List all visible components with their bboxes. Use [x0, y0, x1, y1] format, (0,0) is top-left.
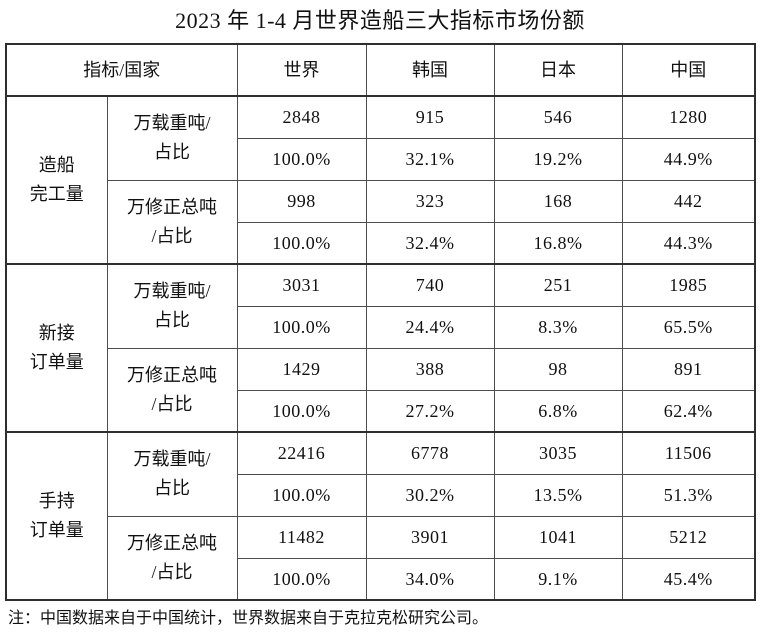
table-row: 100.0% 34.0% 9.1% 45.4% [6, 557, 756, 601]
group-label-line: 造船 [38, 155, 75, 175]
share-cell: 16.8% [493, 221, 623, 265]
metric-label-line: 万载重吨/ [133, 281, 211, 302]
share-cell: 100.0% [236, 557, 367, 601]
header-cell-indicator-country: 指标/国家 [5, 43, 238, 97]
metric-label-cgt: 万修正总吨 /占比 [106, 515, 238, 601]
share-cell: 65.5% [621, 305, 756, 349]
metric-label-dwt: 万载重吨/ 占比 [106, 431, 238, 517]
metric-label-dwt: 万载重吨/ 占比 [106, 263, 238, 349]
share-cell: 34.0% [365, 557, 495, 601]
share-cell: 24.4% [365, 305, 495, 349]
metric-label-cgt: 万修正总吨 /占比 [106, 179, 238, 265]
value-cell: 11482 [236, 515, 367, 559]
value-cell: 915 [365, 95, 495, 139]
header-row: 指标/国家 世界 韩国 日本 中国 [5, 43, 756, 97]
table-row: 100.0% 32.1% 19.2% 44.9% [6, 137, 756, 181]
value-cell: 891 [621, 347, 756, 391]
group-label-line: 手持 [38, 491, 75, 511]
value-cell: 442 [621, 179, 756, 223]
value-cell: 323 [365, 179, 495, 223]
metric-label-line: 万修正总吨 [127, 532, 217, 553]
share-cell: 44.9% [621, 137, 756, 181]
metric-label-dwt: 万载重吨/ 占比 [106, 95, 238, 181]
footnote: 注：中国数据来自于中国统计，世界数据来自于克拉克松研究公司。 [8, 610, 489, 627]
metric-label-line: 占比 [154, 142, 190, 163]
group-label-line: 订单量 [29, 520, 84, 540]
table-row: 100.0% 24.4% 8.3% 65.5% [6, 305, 756, 349]
header-cell-japan: 日本 [493, 43, 623, 97]
table-row: 新接 订单量 万载重吨/ 占比 3031 740 251 1985 [5, 263, 756, 433]
header-cell-china: 中国 [621, 43, 756, 97]
table-row: 万修正总吨 /占比 998 323 168 442 [6, 179, 756, 265]
value-cell: 3035 [493, 431, 623, 475]
value-cell: 1429 [236, 347, 367, 391]
table-row: 100.0% 27.2% 6.8% 62.4% [6, 389, 756, 433]
metric-label-line: 万修正总吨 [127, 364, 217, 385]
share-cell: 19.2% [493, 137, 623, 181]
share-cell: 44.3% [621, 221, 756, 265]
share-cell: 100.0% [236, 305, 367, 349]
header-cell-world: 世界 [236, 43, 367, 97]
group-label-line: 完工量 [29, 184, 84, 204]
share-cell: 45.4% [621, 557, 756, 601]
share-cell: 51.3% [621, 473, 756, 517]
value-cell: 11506 [621, 431, 756, 475]
value-cell: 5212 [621, 515, 756, 559]
share-cell: 100.0% [236, 137, 367, 181]
group-label-completions: 造船 完工量 [5, 95, 108, 265]
market-share-table: 指标/国家 世界 韩国 日本 中国 造船 完工量 万载重吨/ 占比 2848 9… [5, 43, 756, 601]
value-cell: 251 [493, 263, 623, 307]
value-cell: 98 [493, 347, 623, 391]
value-cell: 388 [365, 347, 495, 391]
value-cell: 22416 [236, 431, 367, 475]
group-label-line: 订单量 [29, 352, 84, 372]
share-cell: 27.2% [365, 389, 495, 433]
value-cell: 2848 [236, 95, 367, 139]
table-row: 手持 订单量 万载重吨/ 占比 22416 6778 3035 11506 [5, 431, 756, 601]
page-title: 2023 年 1-4 月世界造船三大指标市场份额 [175, 8, 585, 33]
share-cell: 9.1% [493, 557, 623, 601]
share-cell: 100.0% [236, 389, 367, 433]
value-cell: 168 [493, 179, 623, 223]
value-cell: 1041 [493, 515, 623, 559]
metric-label-line: /占比 [151, 393, 193, 414]
value-cell: 3031 [236, 263, 367, 307]
value-cell: 6778 [365, 431, 495, 475]
value-cell: 740 [365, 263, 495, 307]
table-row: 100.0% 30.2% 13.5% 51.3% [6, 473, 756, 517]
table-row: 100.0% 32.4% 16.8% 44.3% [6, 221, 756, 265]
group-label-line: 新接 [38, 323, 75, 343]
share-cell: 30.2% [365, 473, 495, 517]
metric-label-line: 万载重吨/ [133, 113, 211, 134]
share-cell: 32.4% [365, 221, 495, 265]
table-row: 万修正总吨 /占比 11482 3901 1041 5212 [6, 515, 756, 601]
share-cell: 100.0% [236, 473, 367, 517]
value-cell: 3901 [365, 515, 495, 559]
metric-label-line: 占比 [154, 310, 190, 331]
group-label-new-orders: 新接 订单量 [5, 263, 108, 433]
share-cell: 62.4% [621, 389, 756, 433]
table-row: 造船 完工量 万载重吨/ 占比 2848 915 546 1280 [5, 95, 756, 265]
table-row: 万修正总吨 /占比 1429 388 98 891 [6, 347, 756, 433]
value-cell: 1280 [621, 95, 756, 139]
group-label-orderbook: 手持 订单量 [5, 431, 108, 601]
value-cell: 1985 [621, 263, 756, 307]
share-cell: 100.0% [236, 221, 367, 265]
share-cell: 32.1% [365, 137, 495, 181]
value-cell: 546 [493, 95, 623, 139]
metric-label-line: 万载重吨/ [133, 449, 211, 470]
share-cell: 6.8% [493, 389, 623, 433]
metric-label-line: /占比 [151, 225, 193, 246]
share-cell: 8.3% [493, 305, 623, 349]
metric-label-line: 万修正总吨 [127, 196, 217, 217]
share-cell: 13.5% [493, 473, 623, 517]
metric-label-line: 占比 [154, 478, 190, 499]
metric-label-line: /占比 [151, 561, 193, 582]
metric-label-cgt: 万修正总吨 /占比 [106, 347, 238, 433]
header-cell-korea: 韩国 [365, 43, 495, 97]
value-cell: 998 [236, 179, 367, 223]
